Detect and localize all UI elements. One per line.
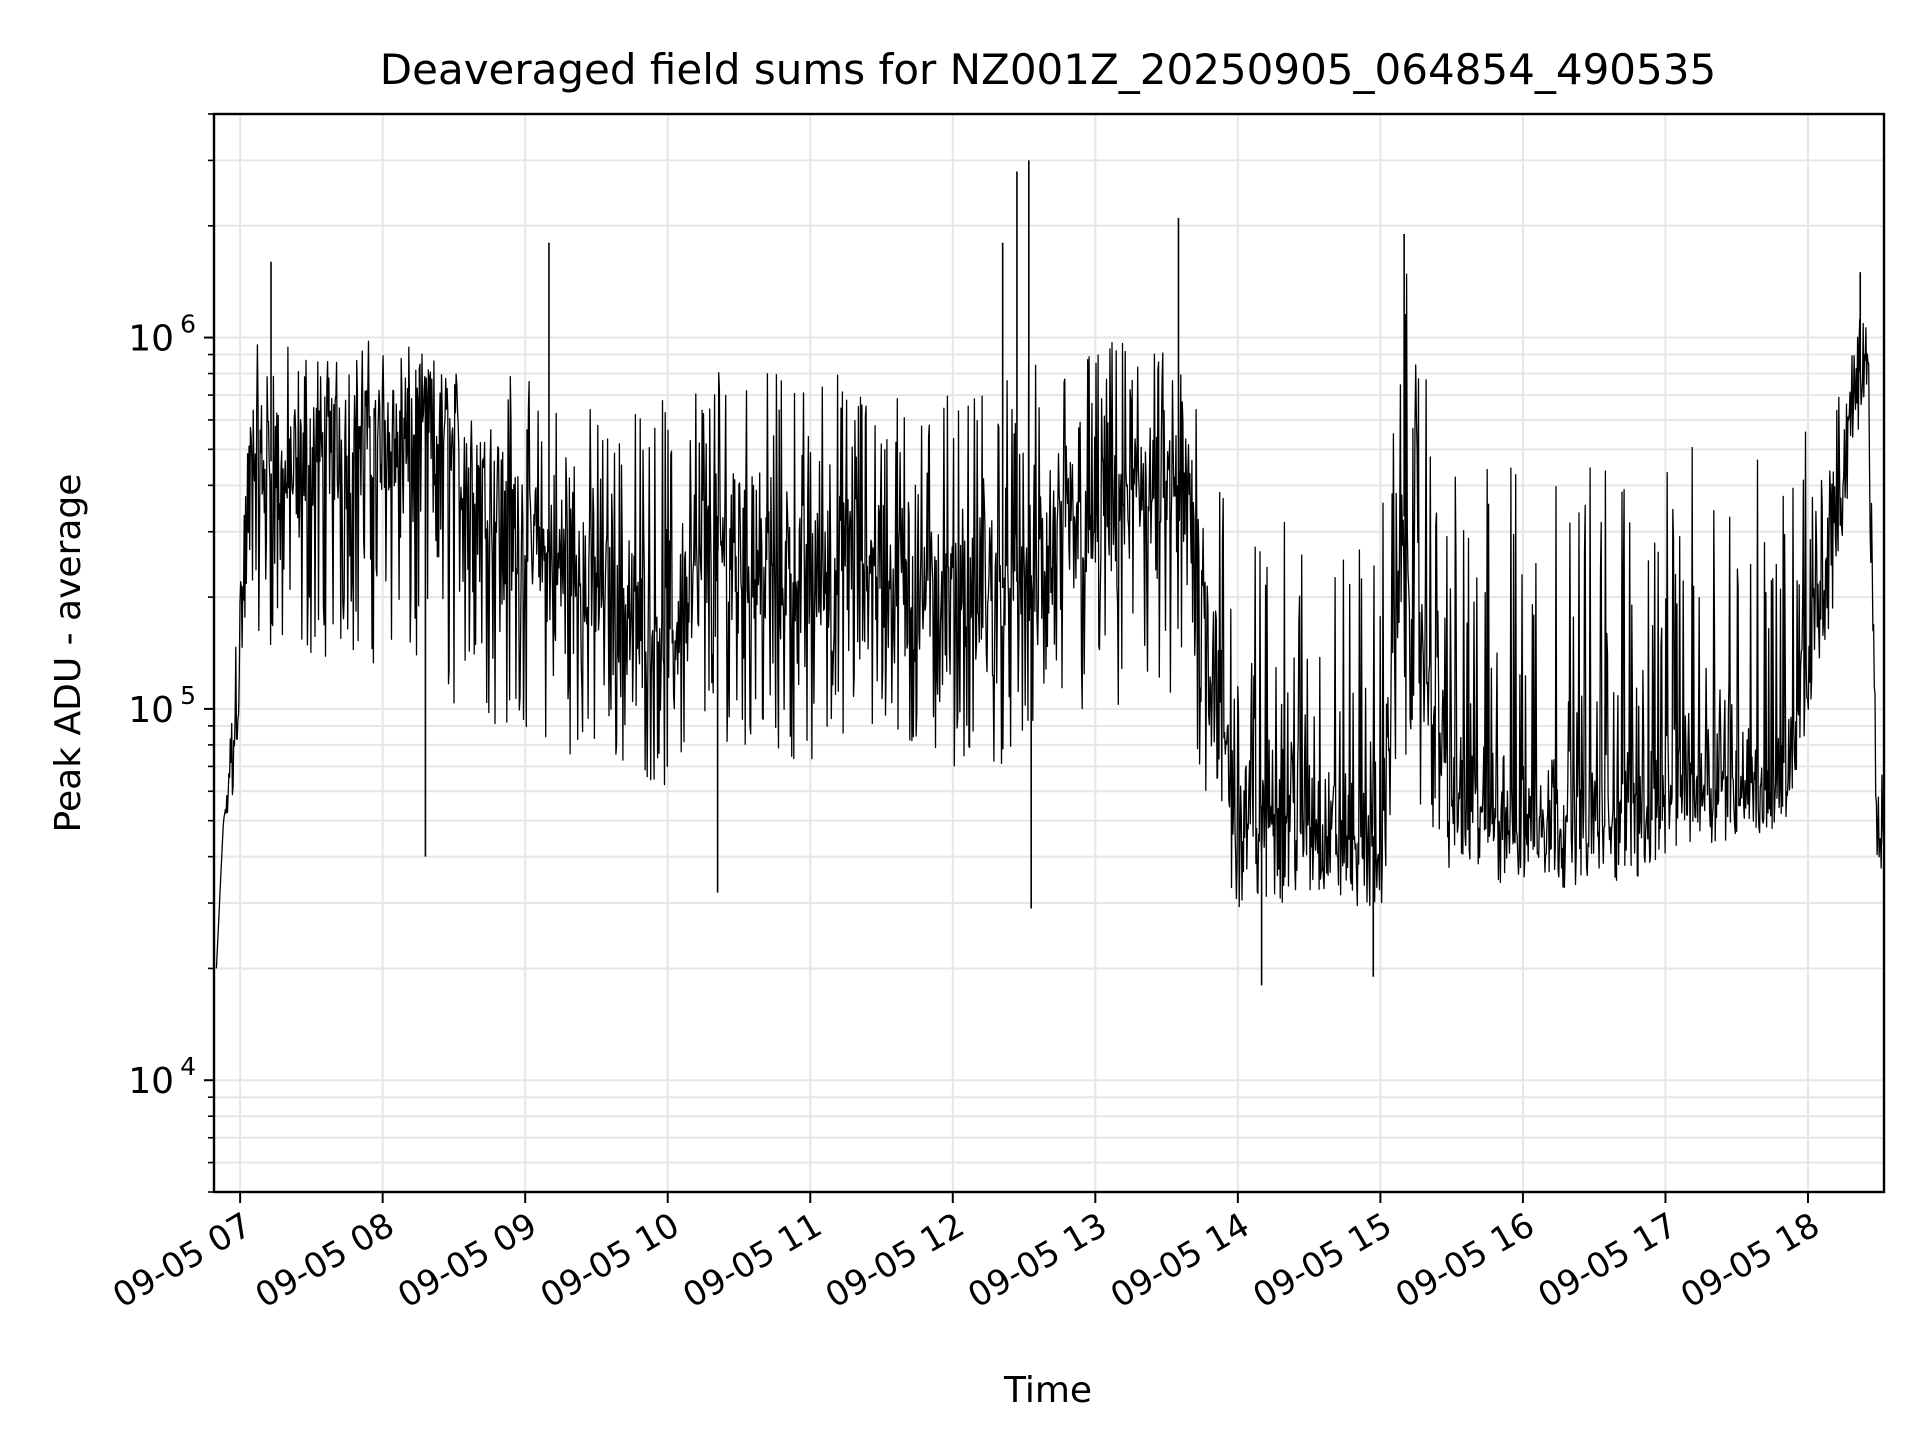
data-layer [215, 160, 1885, 986]
series-line [215, 273, 1885, 969]
plot-frame [212, 112, 1886, 1194]
y-tick-label-exponent: 5 [180, 681, 196, 710]
y-tick-label: 10 [128, 1061, 174, 1102]
chart-title: Deaveraged field sums for NZ001Z_2025090… [380, 45, 1716, 94]
x-axis-label: Time [1003, 1370, 1092, 1411]
y-tick-label-exponent: 6 [180, 310, 196, 339]
y-tick-label: 10 [128, 690, 174, 731]
y-tick-label: 10 [128, 319, 174, 360]
grid-layer [214, 113, 1884, 1193]
y-tick-label-exponent: 4 [180, 1052, 196, 1081]
y-axis-label: Peak ADU - average [48, 474, 89, 833]
